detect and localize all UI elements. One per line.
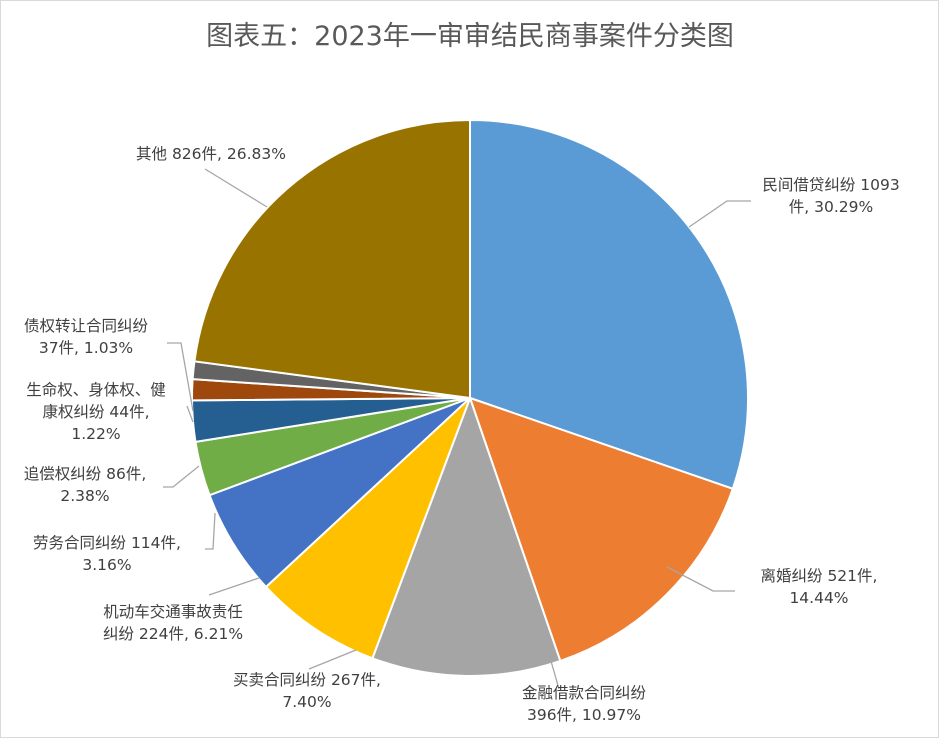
data-label-line: 14.44% [789, 589, 848, 607]
data-label-line: 件, 30.29% [789, 198, 873, 216]
data-label-line: 396件, 10.97% [527, 706, 641, 724]
pie-slice-9 [193, 118, 471, 400]
leader-line-7 [186, 405, 194, 423]
chart-title: 图表五：2023年一审审结民商事案件分类图 [206, 21, 734, 52]
pie-slice-1 [468, 396, 735, 663]
data-label-line: 劳务合同纠纷 114件, [33, 534, 181, 552]
data-label-line: 金融借款合同纠纷 [522, 684, 647, 702]
pie-slices [191, 118, 749, 677]
data-label-line: 其他 826件, 26.83% [136, 145, 286, 163]
data-label-line: 37件, 1.03% [39, 339, 133, 357]
data-label-8: 债权转让合同纠纷 37件, 1.03% [24, 317, 149, 357]
data-label-line: 康权纠纷 44件, [42, 403, 149, 421]
data-label-0: 民间借贷纠纷 1093 件, 30.29% [762, 176, 899, 216]
leader-line-4 [208, 577, 260, 596]
data-label-line: 7.40% [282, 693, 331, 711]
data-label-9: 其他 826件, 26.83% [136, 145, 286, 163]
data-label-line: 2.38% [60, 487, 109, 505]
data-labels: 民间借贷纠纷 1093 件, 30.29% 离婚纠纷 521件, 14.44% 金融借款… [24, 145, 900, 724]
data-label-line: 买卖合同纠纷 267件, [233, 671, 381, 689]
leader-line-5 [205, 512, 216, 550]
data-label-line: 3.16% [82, 556, 131, 574]
data-label-1: 离婚纠纷 521件, 14.44% [761, 567, 878, 607]
pie-slice-2 [371, 395, 562, 677]
leader-line-2 [550, 660, 560, 690]
data-label-4: 机动车交通事故责任纠纷 224件, 6.21% [103, 603, 243, 643]
leader-line-9 [204, 168, 268, 208]
pie-slice-0 [469, 118, 749, 491]
leader-line-0 [688, 200, 751, 228]
data-label-line: 债权转让合同纠纷 [24, 317, 149, 335]
data-label-5: 劳务合同纠纷 114件, 3.16% [33, 534, 181, 574]
pie-slice-3 [264, 397, 471, 660]
data-label-7: 生命权、身体权、健康权纠纷 44件, 1.22% [26, 381, 166, 443]
leader-line-6 [163, 465, 200, 488]
leader-line-8 [167, 342, 194, 412]
data-label-line: 生命权、身体权、健 [26, 381, 166, 399]
data-label-2: 金融借款合同纠纷 396件, 10.97% [522, 684, 647, 724]
data-label-line: 追偿权纠纷 86件, [24, 465, 147, 483]
leader-lines [163, 168, 751, 690]
data-label-6: 追偿权纠纷 86件, 2.38% [24, 465, 147, 505]
data-label-line: 1.22% [71, 425, 120, 443]
leader-line-1 [666, 566, 735, 592]
data-label-line: 机动车交通事故责任 [103, 603, 243, 621]
data-label-line: 离婚纠纷 521件, [761, 567, 878, 585]
data-label-3: 买卖合同纠纷 267件, 7.40% [233, 671, 381, 711]
data-label-line: 民间借贷纠纷 1093 [762, 176, 899, 194]
data-label-line: 纠纷 224件, 6.21% [103, 625, 243, 643]
leader-line-3 [308, 649, 357, 670]
